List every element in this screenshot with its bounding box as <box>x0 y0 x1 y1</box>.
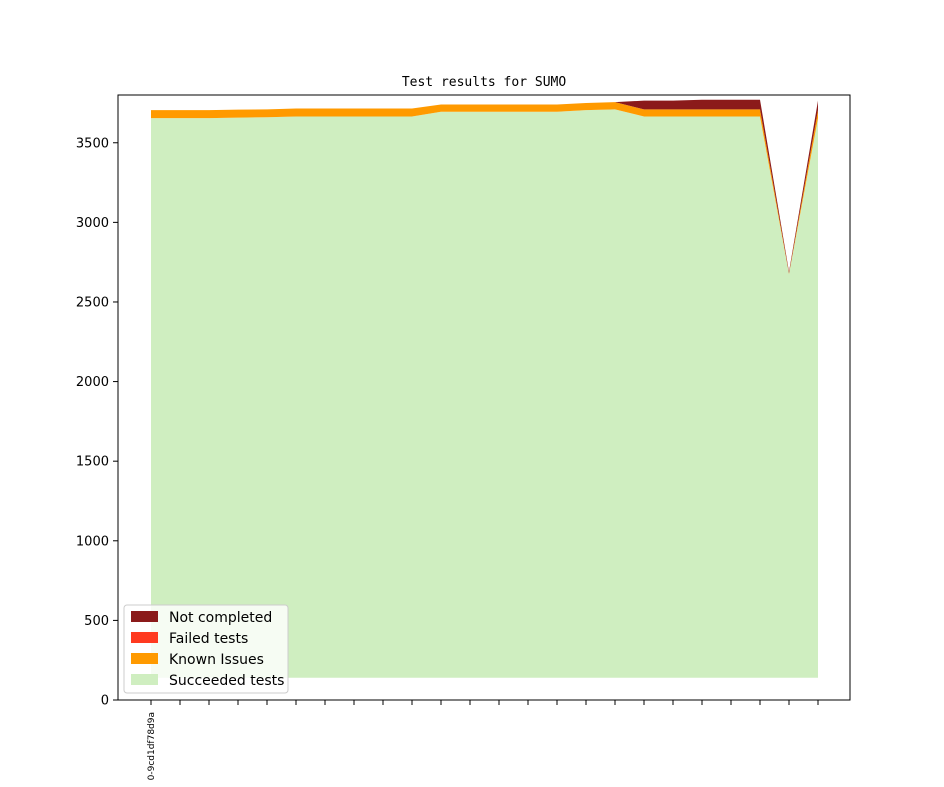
legend-swatch <box>131 674 158 685</box>
y-tick-label: 0 <box>101 694 109 709</box>
legend-label: Known Issues <box>169 652 264 668</box>
chart-title: Test results for SUMO <box>402 75 567 90</box>
y-tick-label: 3500 <box>76 136 109 151</box>
legend-swatch <box>131 611 158 622</box>
y-tick-label: 2500 <box>76 295 109 310</box>
legend-label: Not completed <box>169 610 272 626</box>
legend-swatch <box>131 632 158 643</box>
y-tick-label: 1000 <box>76 534 109 549</box>
y-tick-label: 1500 <box>76 455 109 470</box>
y-tick-label: 2000 <box>76 375 109 390</box>
legend-swatch <box>131 653 158 664</box>
legend-label: Failed tests <box>169 631 248 647</box>
legend: Not completed Failed tests Known Issues Suc… <box>123 604 289 694</box>
y-tick-label: 3000 <box>76 216 109 231</box>
legend-box <box>123 604 289 694</box>
area-succeeded-tests <box>151 109 818 678</box>
x-axis: 0-9cd1df78d9a <box>147 700 819 780</box>
plot-frame <box>117 94 851 701</box>
y-axis: 0 500 1000 1500 2000 2500 3000 3500 <box>76 136 118 709</box>
legend-label: Succeeded tests <box>169 673 284 689</box>
y-tick-label: 500 <box>84 614 109 629</box>
x-tick-label: 0-9cd1df78d9a <box>147 712 157 780</box>
area-layers <box>151 99 818 678</box>
